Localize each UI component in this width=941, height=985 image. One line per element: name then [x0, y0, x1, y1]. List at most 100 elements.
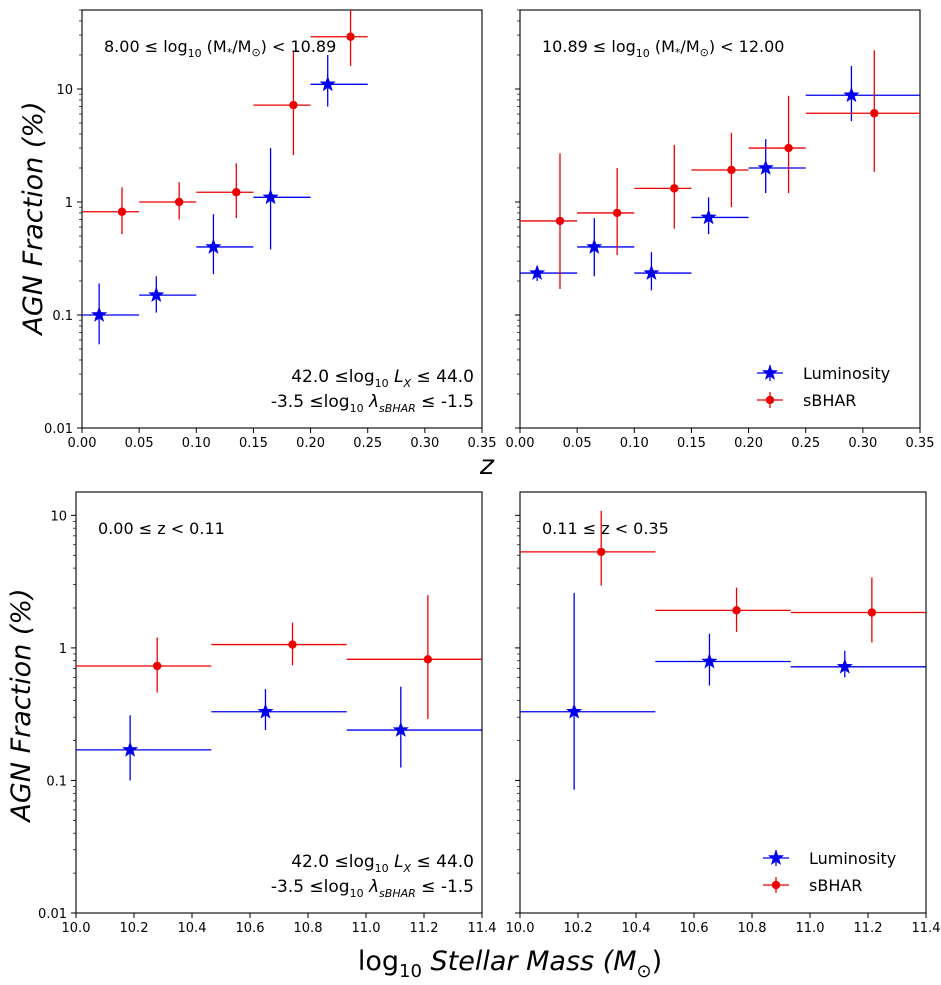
series-luminosity [82, 54, 368, 345]
x-tick-label: 11.0 [352, 921, 381, 936]
y-tick-label: 0.1 [52, 309, 73, 324]
x-tick-label: 0.10 [182, 436, 211, 451]
y-tick-label: 0.1 [46, 774, 67, 789]
panel-bottom-right: 10.0 10.2 10.4 10.6 10.8 11.0 11.2 11.4 0.11 ≤ z… [506, 491, 941, 936]
xlabel-stellar-mass: log10 Stellar Mass (M⊙) [358, 946, 662, 982]
x-tick-label: 11.4 [468, 921, 497, 936]
x-tick-label: 0.05 [563, 436, 592, 451]
panel-top-right: 0.00 0.05 0.10 0.15 0.20 0.25 0.30 0.35 10.89 ≤ … [506, 9, 935, 451]
data-point-star [700, 208, 717, 225]
x-tick-label: 10.8 [738, 921, 767, 936]
data-point-star [836, 658, 853, 674]
y-tick-label: 10 [50, 509, 67, 524]
data-point-circle [423, 655, 433, 664]
data-point-circle [612, 208, 622, 218]
series-sbhar [520, 510, 926, 643]
x-tick-label: 10.6 [236, 921, 265, 936]
y-tick-label: 0.01 [38, 907, 67, 922]
x-tick-label: 11.0 [796, 921, 825, 936]
x-tick-label: 11.2 [854, 921, 883, 936]
data-point-circle [555, 216, 565, 226]
data-point-star [757, 159, 774, 175]
data-point-star [262, 188, 279, 205]
x-tick-label: 10.4 [622, 921, 651, 936]
x-tick-label: 10.8 [294, 921, 323, 936]
plot-area [76, 595, 482, 781]
x-tick-label: 0.05 [125, 436, 154, 451]
series-luminosity [76, 686, 482, 781]
data-point-circle [670, 184, 679, 193]
data-point-star [148, 286, 165, 302]
data-point-circle [232, 188, 241, 197]
legend: Luminosity sBHAR [757, 364, 890, 410]
data-point-circle [289, 100, 298, 110]
lambda-cut-label: -3.5 ≤log10 λsBHAR ≤ -1.5 [271, 877, 474, 900]
data-point-circle [870, 109, 879, 118]
axes-frame [75, 491, 483, 914]
data-point-circle [784, 143, 793, 153]
x-tick-label: 10.0 [506, 921, 535, 936]
panel-title: 0.00 ≤ z < 0.11 [98, 519, 225, 538]
legend-label-sbhar: sBHAR [809, 876, 862, 895]
x-tick-label: 0.15 [677, 436, 706, 451]
data-point-star [319, 75, 336, 92]
y-tick-label: 1 [65, 196, 73, 211]
series-luminosity [520, 592, 926, 790]
y-tick-label: 0.01 [44, 422, 73, 437]
panel-top-left: 0.00 0.05 0.10 0.15 0.20 0.25 0.30 0.35 0.01 0.1 1… [44, 9, 497, 451]
x-tick-label: 0.00 [68, 436, 97, 451]
data-point-star [392, 721, 409, 737]
lambda-cut-label: -3.5 ≤log10 λsBHAR ≤ -1.5 [271, 392, 474, 415]
xlabel-redshift: z [479, 450, 495, 481]
series-luminosity [520, 65, 920, 291]
data-point-star [643, 264, 660, 280]
axes-frame [519, 9, 921, 429]
axes-frame [519, 491, 927, 914]
data-point-star [122, 741, 139, 757]
series-sbhar [82, 10, 368, 235]
axes-frame [81, 9, 483, 429]
legend-label-sbhar: sBHAR [803, 391, 856, 410]
legend-star-icon [761, 364, 779, 380]
data-point-circle [867, 608, 877, 617]
panel-title: 10.89 ≤ log10 (M*/M⊙) < 12.00 [542, 37, 784, 60]
data-point-circle [174, 197, 184, 207]
series-sbhar [76, 595, 482, 720]
data-point-star [586, 238, 603, 254]
data-point-star [257, 703, 274, 719]
series-sbhar [520, 50, 920, 289]
data-point-star [91, 306, 108, 322]
x-tick-label: 0.25 [791, 436, 820, 451]
legend-label-luminosity: Luminosity [803, 364, 890, 383]
x-tick-label: 0.10 [620, 436, 649, 451]
data-point-circle [153, 661, 162, 671]
x-tick-label: 10.0 [62, 921, 91, 936]
ylabel-top: AGN Fraction (%) [18, 101, 49, 336]
x-tick-label: 10.4 [178, 921, 207, 936]
data-point-circle [117, 207, 127, 216]
x-tick-label: 11.4 [912, 921, 941, 936]
panel-title: 8.00 ≤ log10 (M*/M⊙) < 10.89 [104, 37, 336, 60]
legend-circle-icon [765, 395, 775, 405]
legend-label-luminosity: Luminosity [809, 849, 896, 868]
x-tick-label: 0.35 [468, 436, 497, 451]
data-point-circle [727, 165, 736, 175]
x-tick-label: 10.6 [680, 921, 709, 936]
panel-bottom-left: 10.0 10.2 10.4 10.6 10.8 11.0 11.2 11.4 0.01 0.1 1… [38, 491, 497, 936]
x-tick-label: 0.35 [906, 436, 935, 451]
x-tick-label: 0.30 [848, 436, 877, 451]
legend-circle-icon [771, 880, 781, 890]
lx-cut-label: 42.0 ≤log10 LX ≤ 44.0 [291, 367, 474, 390]
data-point-circle [597, 547, 606, 557]
legend-star-icon [767, 849, 785, 865]
y-tick-label: 10 [56, 83, 73, 98]
data-point-circle [346, 32, 355, 41]
data-point-star [701, 652, 718, 669]
x-tick-label: 0.25 [353, 436, 382, 451]
data-point-star [205, 238, 222, 254]
x-tick-label: 0.30 [410, 436, 439, 451]
plot-area [520, 50, 920, 291]
y-tick-label: 1 [59, 642, 67, 657]
data-point-star [566, 703, 583, 719]
panels: 0.00 0.05 0.10 0.15 0.20 0.25 0.30 0.350.010.11… [38, 9, 941, 936]
